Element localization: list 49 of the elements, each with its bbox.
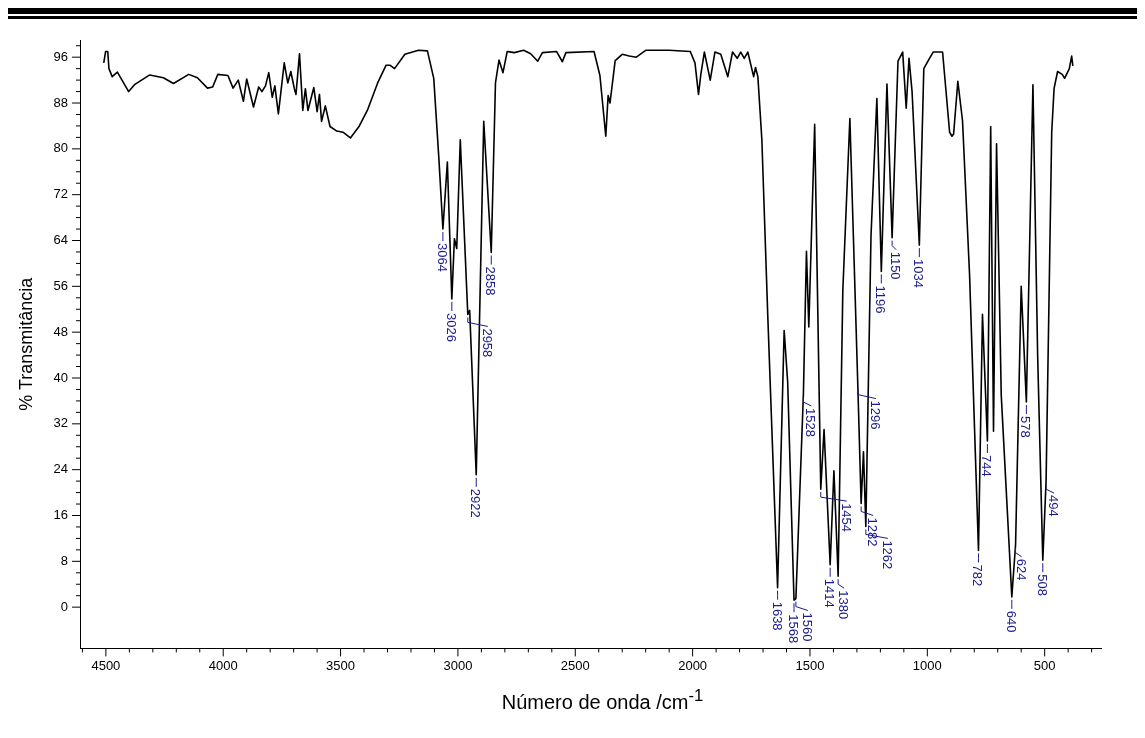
annotation: 494 bbox=[1046, 495, 1062, 517]
x-tick-label: 1500 bbox=[795, 657, 825, 673]
annotation: 1380 bbox=[836, 590, 852, 620]
annotation: 640 bbox=[1003, 610, 1019, 633]
annotation: 1638 bbox=[769, 601, 785, 631]
annotation: 1414 bbox=[822, 578, 838, 608]
annotation: 1282 bbox=[865, 517, 881, 547]
y-tick-label: 72 bbox=[53, 186, 69, 202]
x-tick-label: 2500 bbox=[560, 657, 590, 673]
y-tick-label: 16 bbox=[53, 507, 69, 523]
y-tick-label: 32 bbox=[53, 415, 69, 431]
annotation: 3064 bbox=[434, 243, 450, 272]
y-tick-label: 80 bbox=[53, 140, 69, 156]
annotation: 1560 bbox=[799, 612, 815, 642]
y-tick-label: 56 bbox=[53, 277, 69, 293]
annotation: 1568 bbox=[786, 614, 802, 644]
annotation: 1150 bbox=[888, 251, 904, 280]
x-tick-label: 1000 bbox=[912, 657, 942, 673]
annotation: 2858 bbox=[483, 266, 499, 296]
annotation: 1262 bbox=[879, 540, 895, 570]
y-tick-label: 64 bbox=[53, 232, 69, 248]
x-tick-label: 4000 bbox=[208, 657, 238, 673]
annotation: 744 bbox=[979, 455, 995, 477]
y-tick-label: 8 bbox=[60, 552, 69, 568]
annotation: 1528 bbox=[803, 408, 819, 437]
annotation: 3026 bbox=[443, 312, 459, 342]
y-axis-title: % Transmitância bbox=[15, 276, 36, 411]
y-tick-label: 0 bbox=[60, 598, 69, 614]
annotation: 2958 bbox=[479, 328, 495, 358]
x-tick-label: 4500 bbox=[91, 657, 121, 673]
x-tick-label: 3500 bbox=[326, 657, 356, 673]
y-tick-label: 24 bbox=[53, 461, 69, 477]
x-tick-label: 500 bbox=[1033, 657, 1056, 673]
y-tick-label: 88 bbox=[53, 94, 69, 110]
annotation: 578 bbox=[1018, 416, 1034, 438]
x-tick-label: 2000 bbox=[678, 657, 708, 673]
annotation: 1034 bbox=[911, 259, 927, 289]
annotation: 624 bbox=[1013, 558, 1029, 581]
y-tick-label: 48 bbox=[53, 323, 69, 339]
annotation: 508 bbox=[1034, 574, 1050, 596]
x-tick-label: 3000 bbox=[443, 657, 473, 673]
annotation: 782 bbox=[970, 564, 986, 587]
annotation: 1296 bbox=[867, 400, 883, 430]
annotation: 1196 bbox=[873, 285, 889, 314]
y-tick-label: 40 bbox=[53, 369, 69, 385]
annotation: 2922 bbox=[468, 488, 484, 518]
x-axis-title: Número de onda /cm$^{-1}$ bbox=[500, 686, 705, 714]
y-tick-label: 96 bbox=[53, 48, 69, 64]
annotation: 1454 bbox=[838, 503, 854, 533]
